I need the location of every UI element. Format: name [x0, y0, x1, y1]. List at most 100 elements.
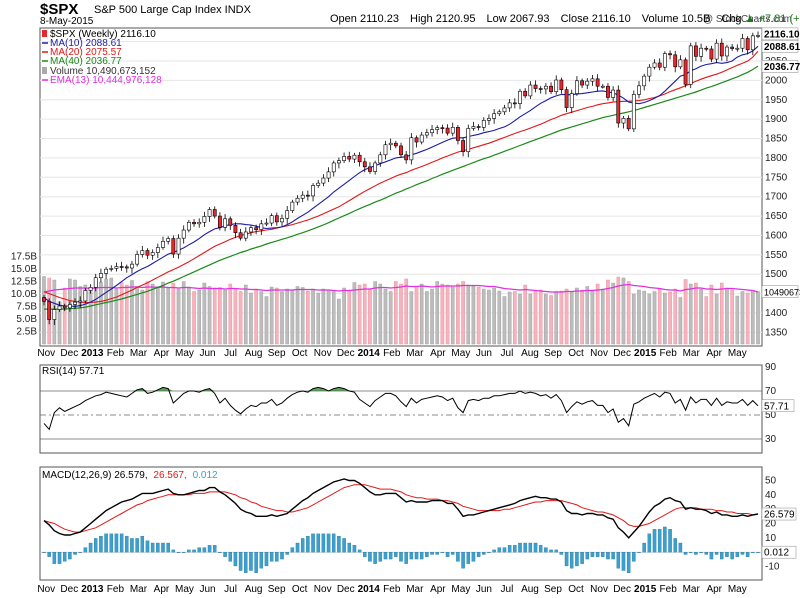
macd-histogram-bar	[73, 552, 77, 555]
hist-tag: 0.012	[764, 548, 789, 559]
x-axis-price: Nov Dec 2013 Feb Mar Apr May Jun Jul Aug Sep Oct Nov…	[37, 348, 746, 359]
rsi-legend: RSI(14) 57.71	[42, 366, 105, 377]
macd-histogram-bar	[68, 552, 72, 560]
candle-body	[456, 127, 460, 141]
candle-body	[580, 80, 584, 86]
candle-body	[104, 268, 108, 274]
candle-body	[321, 177, 326, 184]
volume-bar	[632, 293, 636, 345]
volume-bar	[114, 288, 119, 345]
candle-body	[295, 197, 300, 203]
candle-body	[637, 85, 641, 95]
candle-body	[595, 78, 600, 87]
volume-tag-box	[761, 285, 799, 298]
candle-body	[740, 38, 745, 49]
volume-bar	[492, 287, 496, 345]
candle-body	[471, 126, 476, 129]
candle-body	[300, 194, 305, 199]
candle-body	[124, 266, 129, 269]
macd-histogram-bar	[611, 552, 615, 560]
x-tick-label: May	[175, 348, 194, 359]
macd-histogram-bar	[378, 552, 383, 562]
macd-histogram-bar	[580, 552, 584, 564]
candle-body	[274, 215, 279, 223]
candle-body	[683, 59, 688, 85]
macd-histogram-bar	[363, 552, 367, 557]
candle-body	[311, 185, 315, 197]
volume-tick-label: 2.5B	[16, 327, 37, 338]
volume-bar	[714, 293, 719, 345]
x-tick-label: Jul	[501, 584, 514, 595]
x-tick-label: Feb	[660, 584, 678, 595]
macd-histogram-bar	[606, 552, 610, 560]
price-tick-label: 1400	[765, 308, 788, 319]
candle-body	[735, 47, 740, 50]
volume-tick-label: 17.5B	[11, 252, 37, 263]
price-tick-label: 1350	[765, 327, 788, 338]
x-tick-label: Dec	[60, 584, 78, 595]
candle-body	[673, 54, 678, 68]
macd-histogram-bar	[425, 552, 429, 557]
candle-body	[414, 137, 419, 143]
macd-histogram-bar	[280, 552, 284, 560]
index-name: S&P 500 Large Cap Index INDX	[94, 4, 251, 16]
legend-ma10: MA(10) 2088.61	[50, 38, 122, 49]
volume-bar	[673, 288, 678, 345]
macd-histogram-bar	[145, 540, 150, 553]
x-tick-label: Apr	[430, 348, 446, 359]
macd-histogram-bar	[114, 533, 119, 553]
macd-histogram-bar	[347, 542, 352, 553]
candle-body	[249, 227, 253, 233]
candle-body	[652, 62, 657, 68]
candle-body	[611, 89, 616, 98]
volume-bar	[156, 286, 160, 345]
candle-body	[316, 182, 321, 186]
volume-bar	[663, 292, 667, 345]
low-label: Low	[486, 13, 507, 25]
macd-histogram-bar	[513, 545, 517, 553]
volume-bar	[238, 291, 243, 345]
macd-histogram-bar	[259, 552, 264, 569]
macd-histogram-bar	[140, 535, 145, 553]
volume-bar	[373, 281, 377, 345]
candle-body	[450, 127, 455, 134]
volume-bar	[544, 293, 548, 345]
volume-bar	[394, 281, 398, 345]
volume-bar	[124, 284, 129, 345]
volume-bar	[569, 291, 574, 345]
macd-histogram-bar	[223, 552, 227, 557]
candle-body	[285, 210, 290, 219]
x-tick-label: Aug	[521, 348, 539, 359]
macd-histogram-bar	[342, 538, 346, 553]
rsi-panel-frame	[39, 364, 763, 454]
volume-bar	[99, 281, 103, 345]
macd-histogram-bar	[745, 552, 750, 557]
macd-histogram-bar	[642, 542, 646, 553]
candle-body	[99, 273, 103, 279]
close-price-tag: 2116.10	[764, 29, 800, 40]
candle-body	[145, 250, 150, 256]
macd-tick-label: 50	[765, 475, 777, 486]
candle-body	[233, 225, 238, 234]
candle-body	[109, 268, 114, 270]
volume-bar	[502, 296, 507, 345]
volume-bar	[321, 288, 326, 345]
rsi-tick-label: 90	[765, 362, 777, 373]
candle-body	[57, 305, 62, 310]
rsi-tag: 57.71	[764, 401, 789, 412]
volume-bar	[212, 287, 217, 345]
macd-histogram-bar	[181, 552, 186, 553]
volume-bar	[647, 293, 652, 345]
price-tick-label: 2000	[765, 75, 788, 86]
candle-body	[269, 215, 274, 224]
candle-body	[337, 160, 341, 164]
candle-body	[399, 145, 403, 156]
macd-histogram-bar	[616, 552, 621, 569]
x-tick-label: Oct	[292, 348, 308, 359]
x-tick-label: May	[451, 584, 470, 595]
macd-histogram-bar	[502, 547, 507, 553]
candle-body	[150, 252, 155, 256]
x-tick-label: Oct	[292, 584, 308, 595]
x-tick-label: Feb	[383, 584, 401, 595]
volume-bar	[445, 284, 450, 345]
